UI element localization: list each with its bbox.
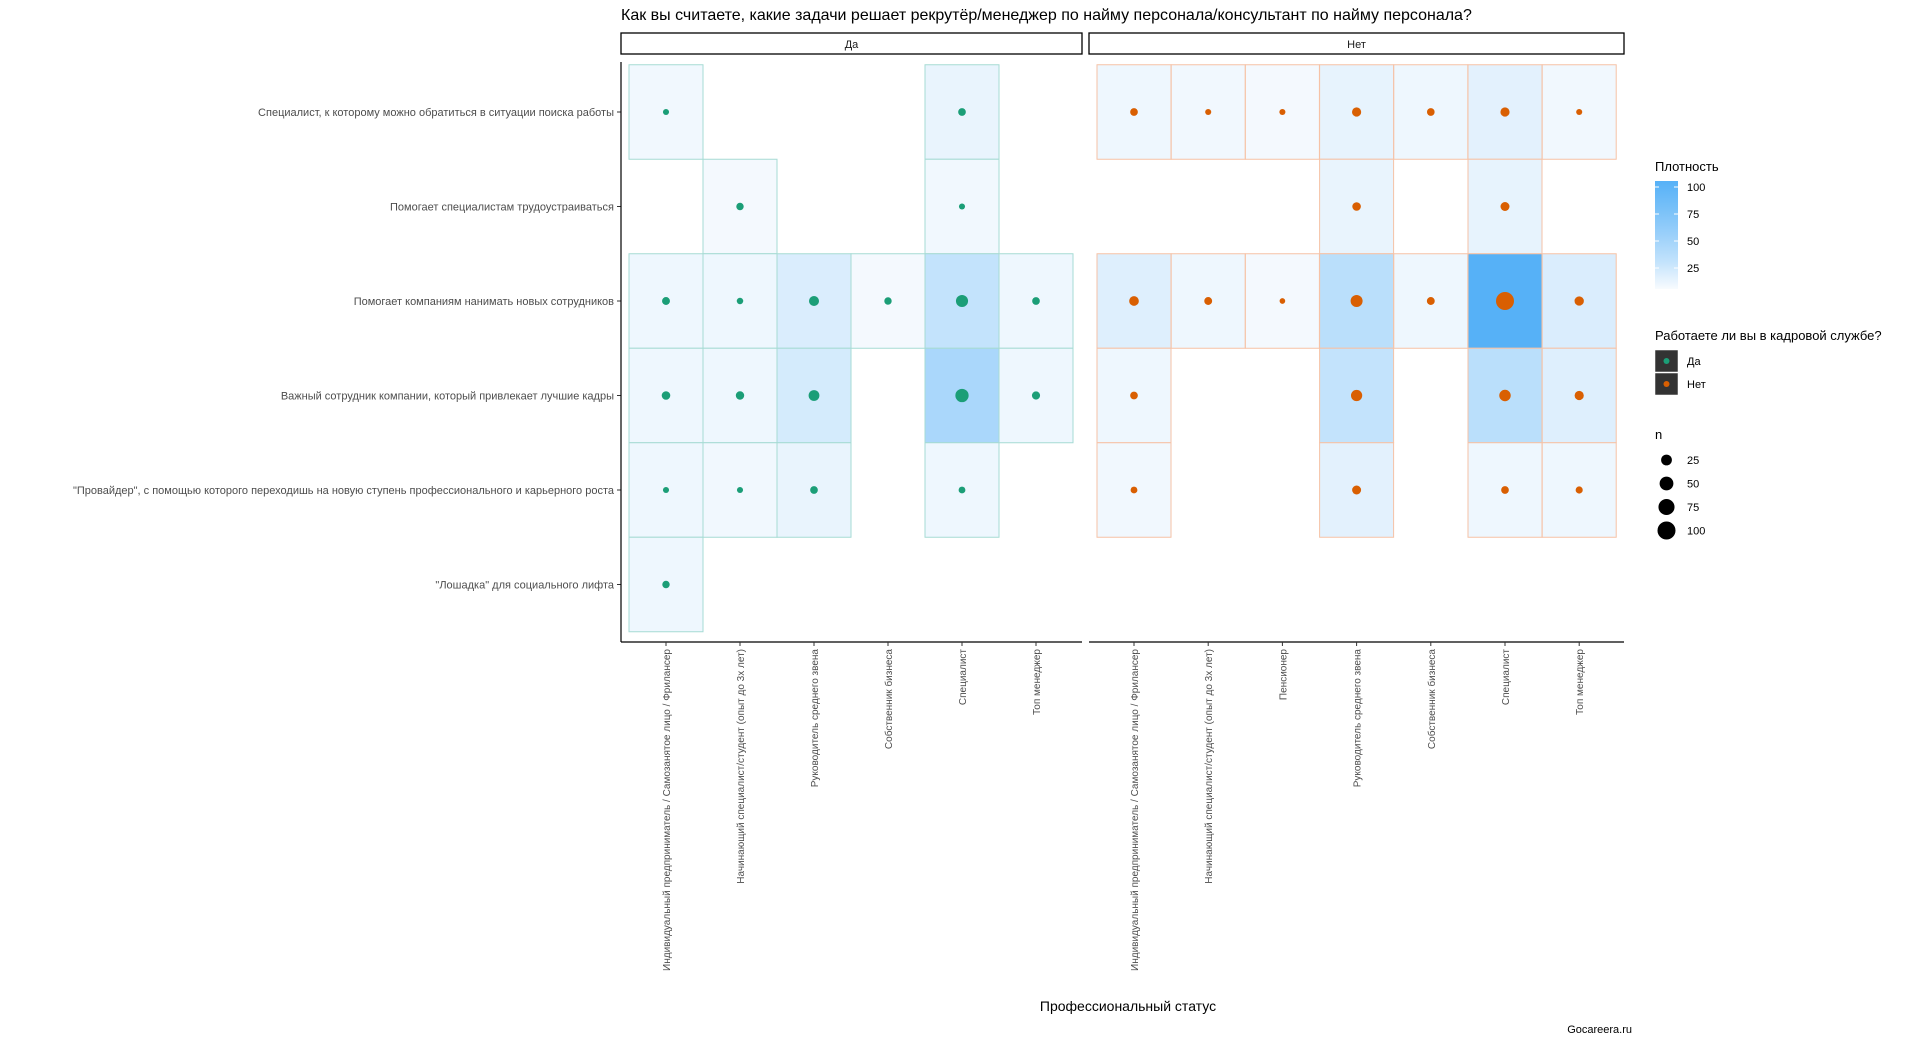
legend-fill-break: 100 xyxy=(1687,182,1705,194)
data-point xyxy=(1426,297,1435,305)
data-point xyxy=(1352,202,1361,211)
x-tick-label: Индивидуальный предприниматель / Самозан… xyxy=(662,649,673,971)
legend-size-point xyxy=(1658,498,1675,516)
legend-size-label: 25 xyxy=(1687,455,1699,467)
legend-size-label: 100 xyxy=(1687,526,1705,538)
y-tick-label: Помогает специалистам трудоустраиваться xyxy=(390,202,614,214)
data-point xyxy=(1279,108,1286,116)
heatmap-tile xyxy=(628,64,704,160)
facet-strip-label: Да xyxy=(845,39,859,51)
data-point xyxy=(1500,202,1510,211)
legend-size-title: n xyxy=(1655,427,1662,442)
data-point xyxy=(1130,486,1138,494)
x-tick-label: Начинающий специалист/студент (опыт до 3… xyxy=(736,649,747,884)
legend-fill-break: 50 xyxy=(1687,236,1699,248)
data-point xyxy=(736,202,744,211)
data-point xyxy=(1496,292,1514,310)
x-axis-label: Профессиональный статус xyxy=(1040,998,1216,1014)
data-point xyxy=(1499,389,1511,402)
data-point xyxy=(662,486,670,494)
legend-size-point xyxy=(1657,521,1676,540)
data-point xyxy=(810,486,818,494)
data-point xyxy=(1352,107,1362,117)
legend-colorbar xyxy=(1655,181,1678,289)
data-point xyxy=(955,388,969,403)
data-point xyxy=(958,486,966,494)
x-tick-label: Топ менеджер xyxy=(1032,649,1043,715)
data-point xyxy=(1574,296,1584,306)
data-point xyxy=(808,295,820,307)
legend-color-point xyxy=(1663,381,1670,387)
data-point xyxy=(1129,296,1139,306)
data-point xyxy=(1575,486,1583,494)
legend-fill-break: 75 xyxy=(1687,209,1699,221)
legend-size-label: 50 xyxy=(1687,479,1699,491)
chart-title: Как вы считаете, какие задачи решает рек… xyxy=(621,7,1472,24)
legend-size-point xyxy=(1659,476,1674,491)
data-point xyxy=(736,297,744,305)
legend-fill-break: 25 xyxy=(1687,263,1699,275)
data-point xyxy=(1204,297,1213,305)
y-tick-label: Важный сотрудник компании, который привл… xyxy=(281,391,614,403)
y-tick-label: "Провайдер", с помощью которого переходи… xyxy=(73,485,615,497)
data-point xyxy=(661,391,671,400)
data-point xyxy=(958,108,966,116)
data-point xyxy=(1350,389,1363,402)
legend-size-point xyxy=(1661,454,1672,466)
data-point xyxy=(735,391,745,400)
x-tick-label: Руководитель среднего звена xyxy=(810,649,821,788)
data-point xyxy=(1500,107,1510,117)
data-point xyxy=(1352,485,1362,495)
facet-strip-label: Нет xyxy=(1347,39,1366,51)
legend-size-label: 75 xyxy=(1687,502,1699,514)
legend-color-title: Работаете ли вы в кадровой службе? xyxy=(1655,328,1882,343)
data-point xyxy=(662,108,670,116)
data-point xyxy=(1426,108,1435,116)
x-tick-label: Начинающий специалист/студент (опыт до 3… xyxy=(1204,649,1215,884)
data-point xyxy=(736,486,744,494)
x-tick-label: Топ менеджер xyxy=(1575,649,1586,715)
data-point xyxy=(1576,108,1583,116)
data-point xyxy=(1574,390,1584,401)
legend-color-label: Нет xyxy=(1687,379,1706,391)
x-tick-label: Собственник бизнеса xyxy=(883,649,895,750)
y-tick-label: "Лошадка" для социального лифта xyxy=(435,580,614,592)
legend-color-label: Да xyxy=(1687,356,1701,368)
data-point xyxy=(808,390,820,401)
data-point xyxy=(1031,391,1041,400)
data-point xyxy=(958,203,966,210)
data-point xyxy=(662,580,670,589)
data-point xyxy=(1130,391,1138,400)
x-tick-label: Специалист xyxy=(958,649,969,705)
data-point xyxy=(1032,297,1040,305)
x-tick-label: Индивидуальный предприниматель / Самозан… xyxy=(1130,649,1141,971)
data-point xyxy=(662,297,670,305)
data-point xyxy=(1205,108,1212,116)
facet-strip-0 xyxy=(620,32,1083,55)
legend-fill-title: Плотность xyxy=(1655,159,1719,174)
data-point xyxy=(1279,298,1286,304)
data-point xyxy=(884,297,892,305)
caption: Gocareera.ru xyxy=(1567,1024,1632,1036)
x-tick-label: Собственник бизнеса xyxy=(1426,649,1438,750)
x-tick-label: Пенсионер xyxy=(1278,649,1289,701)
data-point xyxy=(1501,486,1509,494)
data-point xyxy=(1350,295,1363,307)
legend-color-point xyxy=(1663,358,1670,364)
y-tick-label: Специалист, к которому можно обратиться … xyxy=(258,107,614,119)
data-point xyxy=(955,294,969,308)
data-point xyxy=(1130,108,1138,116)
x-tick-label: Специалист xyxy=(1501,649,1512,705)
x-tick-label: Руководитель среднего звена xyxy=(1353,649,1364,788)
y-tick-label: Помогает компаниям нанимать новых сотруд… xyxy=(354,296,614,308)
facet-strip-1 xyxy=(1088,32,1625,55)
